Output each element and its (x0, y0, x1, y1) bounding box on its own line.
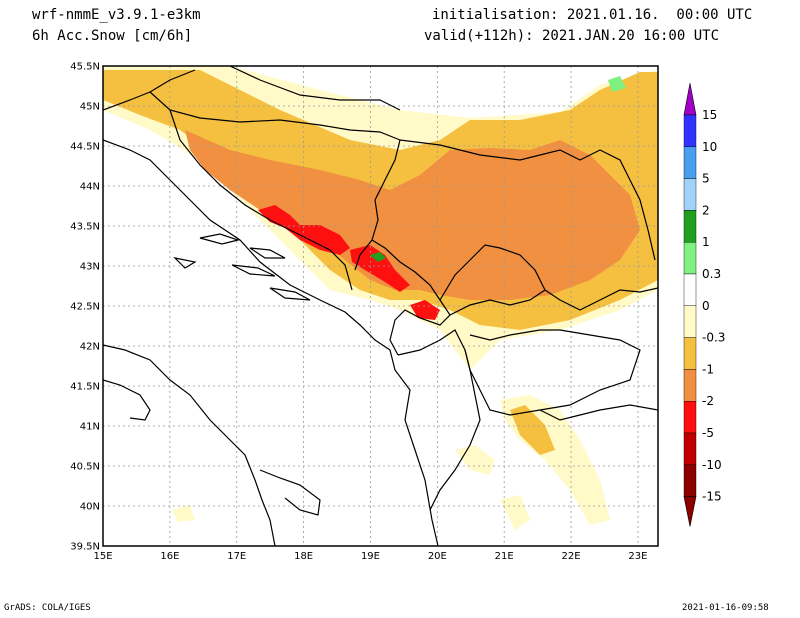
colorbar-label: -2 (702, 394, 714, 408)
island (249, 247, 286, 259)
snow-south-patch (500, 495, 530, 530)
lon-tick-label: 22E (562, 551, 581, 562)
snow-red-patch (258, 205, 350, 255)
lat-tick-label: 42.5N (70, 302, 100, 313)
island (231, 264, 276, 277)
colorbar-segment (683, 273, 697, 306)
lat-tick-label: 41N (80, 422, 100, 433)
italy-heel (259, 469, 321, 516)
colorbar-label: 1 (702, 235, 710, 249)
colorbar-label: 0.3 (702, 267, 721, 281)
colorbar-segment (683, 464, 697, 497)
lon-tick-label: 21E (495, 551, 514, 562)
colorbar-label: -15 (702, 490, 722, 504)
italy-coast (103, 344, 276, 546)
valid-time: valid(+112h): 2021.JAN.20 16:00 UTC (424, 28, 720, 44)
border-hungary (229, 66, 401, 111)
border-bosnia-west (169, 109, 353, 291)
colorbar-segment (683, 401, 697, 434)
border-kosovo (439, 244, 546, 316)
colorbar-label: -0.3 (702, 331, 725, 345)
lat-tick-label: 45.5N (70, 62, 100, 73)
lon-tick-label: 19E (361, 551, 380, 562)
lon-tick-label: 16E (160, 551, 179, 562)
lat-tick-label: 39.5N (70, 542, 100, 553)
colorbar-segment (683, 369, 697, 402)
variable-title: 6h Acc.Snow [cm/6h] (32, 28, 193, 44)
lat-tick-label: 41.5N (70, 382, 100, 393)
snow-orange-area (185, 130, 640, 300)
coastlines (103, 139, 439, 546)
border-serbia-bulgaria (544, 287, 658, 311)
lon-tick-label: 20E (428, 551, 447, 562)
colorbar-label: 2 (702, 203, 710, 217)
border-greece (539, 404, 658, 421)
footer-timestamp: 2021-01-16-09:58 (682, 603, 769, 613)
border-albania (397, 329, 481, 511)
colorbar-label: 15 (702, 108, 717, 122)
lat-tick-label: 45N (80, 102, 100, 113)
colorbar-segment (683, 146, 697, 179)
lat-tick-label: 40N (80, 502, 100, 513)
island (269, 287, 311, 301)
lon-tick-label: 23E (628, 551, 647, 562)
snow-green-patch (608, 76, 626, 92)
lat-tick-label: 42N (80, 342, 100, 353)
snow-red-patch (410, 300, 440, 320)
model-title: wrf-nmmE_v3.9.1-e3km (32, 7, 201, 23)
colorbar-segment (683, 178, 697, 211)
island (199, 233, 241, 245)
colorbar-label: -1 (702, 362, 714, 376)
colorbar-legend: 15 10 5 2 1 0.3 0 -0.3 -1 -2 -5 -10 -15 (683, 82, 725, 527)
lat-tick-label: 43.5N (70, 222, 100, 233)
colorbar-bottom-arrow (683, 496, 697, 527)
gargano (103, 379, 151, 421)
snow-red-patch (350, 245, 410, 292)
border-bosnia-east (354, 139, 401, 271)
adriatic-east-coast (103, 139, 439, 546)
lat-tick-label: 44N (80, 182, 100, 193)
lon-tick-label: 17E (227, 551, 246, 562)
latitude-labels: 45.5N 45N 44.5N 44N 43.5N 43N 42.5N 42N 41.5N 41N… (70, 62, 100, 553)
longitude-labels: 15E 16E 17E 18E 19E 20E 21E 22E 23E (93, 551, 647, 562)
colorbar-label: 5 (702, 172, 710, 186)
border-croatia-bosnia-north (149, 91, 401, 141)
lon-tick-label: 18E (294, 551, 313, 562)
footer-credit: GrADS: COLA/IGES (4, 603, 91, 613)
colorbar-label: -5 (702, 426, 714, 440)
lat-tick-label: 43N (80, 262, 100, 273)
colorbar-segment (683, 432, 697, 465)
snow-field (103, 66, 658, 530)
island (173, 257, 197, 269)
colorbar-label: 10 (702, 140, 717, 154)
colorbar-segment (683, 114, 697, 147)
colorbar-top-arrow (683, 82, 697, 116)
colorbar-label: 0 (702, 299, 710, 313)
colorbar-label: -10 (702, 458, 722, 472)
colorbar-segment (683, 210, 697, 243)
plot-frame (102, 65, 659, 547)
snow-south-patch (510, 405, 555, 455)
borders (103, 66, 658, 511)
lat-tick-label: 44.5N (70, 142, 100, 153)
colorbar-segment (683, 305, 697, 338)
snow-green-patch (370, 252, 386, 262)
snow-south-patch (172, 505, 195, 522)
border-serbia-romania (399, 139, 656, 261)
grid-lines (103, 66, 658, 546)
colorbar-segment (683, 241, 697, 275)
lat-tick-label: 40.5N (70, 462, 100, 473)
border-north-macedonia (464, 329, 641, 416)
init-time: initialisation: 2021.01.16. 00:00 UTC (432, 7, 753, 23)
lon-tick-label: 15E (93, 551, 112, 562)
colorbar-segment (683, 337, 697, 370)
